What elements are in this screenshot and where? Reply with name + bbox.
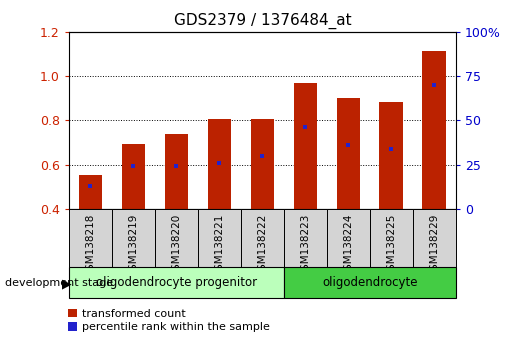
Bar [294, 83, 317, 209]
Bar [422, 51, 446, 209]
Bar [164, 134, 188, 209]
Bar [337, 98, 360, 209]
Text: GSM138220: GSM138220 [171, 213, 181, 277]
Text: GSM138225: GSM138225 [386, 213, 396, 277]
Bar [208, 119, 231, 209]
Bar [413, 209, 456, 267]
Bar [251, 119, 274, 209]
Text: GSM138221: GSM138221 [214, 213, 224, 277]
Title: GDS2379 / 1376484_at: GDS2379 / 1376484_at [173, 13, 351, 29]
Text: ▶: ▶ [62, 278, 72, 291]
Text: development stage: development stage [5, 278, 113, 288]
Text: oligodendrocyte: oligodendrocyte [322, 276, 418, 289]
Text: GSM138229: GSM138229 [429, 213, 439, 277]
Text: GSM138222: GSM138222 [258, 213, 267, 277]
Bar [121, 144, 145, 209]
Text: GSM138223: GSM138223 [301, 213, 311, 277]
Bar [241, 209, 284, 267]
Bar [198, 209, 241, 267]
Bar [155, 209, 198, 267]
Bar [370, 209, 413, 267]
Bar [78, 175, 102, 209]
Bar [284, 267, 456, 298]
Text: GSM138219: GSM138219 [128, 213, 138, 277]
Bar [112, 209, 155, 267]
Text: oligodendrocyte progenitor: oligodendrocyte progenitor [96, 276, 257, 289]
Bar [69, 209, 112, 267]
Legend: transformed count, percentile rank within the sample: transformed count, percentile rank withi… [64, 304, 275, 337]
Bar [379, 102, 403, 209]
Text: GSM138224: GSM138224 [343, 213, 354, 277]
Bar [69, 267, 284, 298]
Text: GSM138218: GSM138218 [85, 213, 95, 277]
Bar [327, 209, 370, 267]
Bar [284, 209, 327, 267]
